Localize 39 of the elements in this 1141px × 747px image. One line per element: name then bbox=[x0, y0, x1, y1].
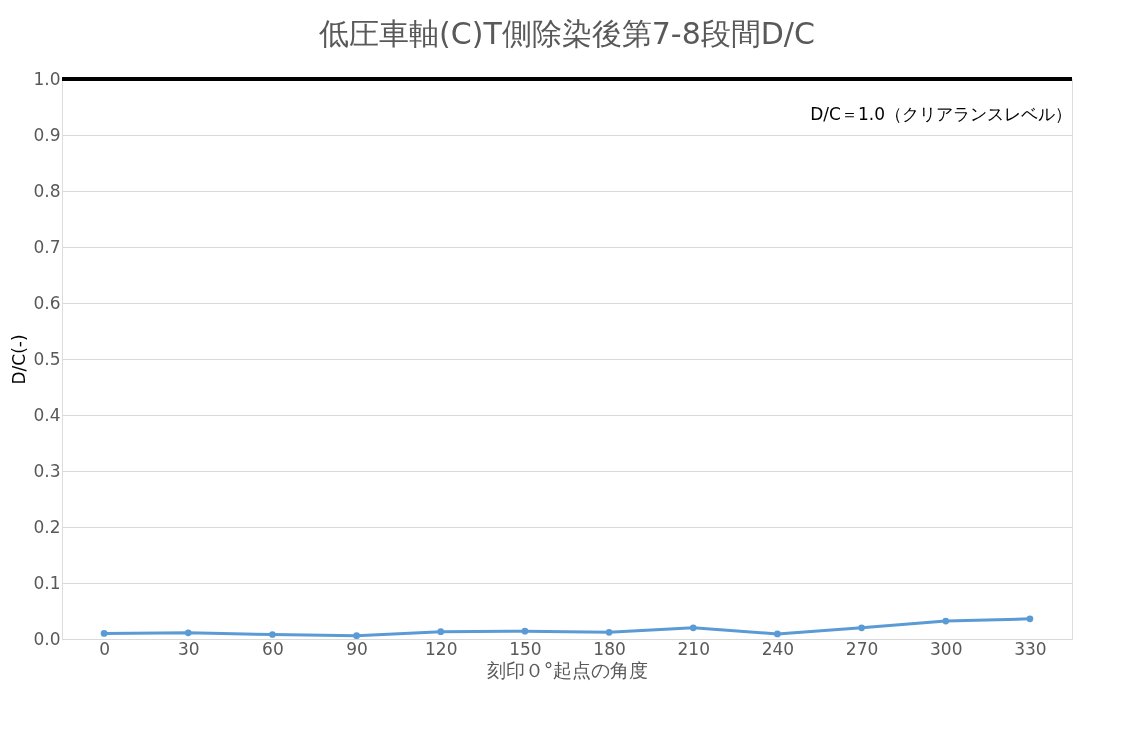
y-tick-label: 0.1 bbox=[33, 572, 61, 593]
x-tick-label: 120 bbox=[425, 638, 458, 659]
x-tick-label: 330 bbox=[1014, 638, 1047, 659]
y-tick-label: 0.8 bbox=[33, 180, 61, 201]
point bbox=[689, 624, 697, 632]
x-axis-title: 刻印０°起点の角度 bbox=[486, 658, 649, 681]
x-tick-label: 210 bbox=[677, 638, 710, 659]
y-axis-title: D/C(-) bbox=[9, 334, 30, 385]
x-tick-label: 150 bbox=[509, 638, 542, 659]
y-tick-label: 0.4 bbox=[33, 404, 61, 425]
point bbox=[437, 628, 445, 636]
y-tick-label: 0.2 bbox=[33, 516, 61, 537]
y-tick-label: 0.5 bbox=[33, 348, 61, 369]
y-tick-label: 0.6 bbox=[33, 292, 61, 313]
x-tick-label: 240 bbox=[761, 638, 795, 659]
x-tick-label: 30 bbox=[177, 638, 200, 659]
point bbox=[1026, 615, 1034, 623]
x-tick-label: 300 bbox=[930, 638, 963, 659]
x-tick-label: 90 bbox=[346, 638, 368, 659]
point bbox=[521, 627, 529, 635]
y-tick-label: 0.9 bbox=[33, 124, 61, 145]
y-tick-label: 0.7 bbox=[33, 236, 61, 257]
x-tick-label: 0 bbox=[99, 638, 110, 659]
x-tick-label: 270 bbox=[845, 638, 879, 659]
point bbox=[942, 617, 950, 625]
ref-line-label: D/C＝1.0（クリアランスレベル） bbox=[810, 104, 1072, 124]
point bbox=[605, 628, 613, 636]
x-tick-label: 60 bbox=[262, 638, 284, 659]
point bbox=[269, 631, 276, 638]
point bbox=[353, 632, 360, 639]
y-tick-label: 1.0 bbox=[33, 68, 61, 89]
point bbox=[184, 629, 192, 637]
chart-title: 低圧車軸(C)T側除染後第7-8段間D/C bbox=[319, 16, 815, 51]
point bbox=[774, 630, 781, 638]
point bbox=[100, 630, 108, 637]
y-tick-label: 0.0 bbox=[33, 628, 61, 649]
y-tick-label: 0.3 bbox=[33, 460, 61, 481]
x-tick-label: 180 bbox=[593, 638, 626, 659]
point bbox=[858, 624, 865, 632]
